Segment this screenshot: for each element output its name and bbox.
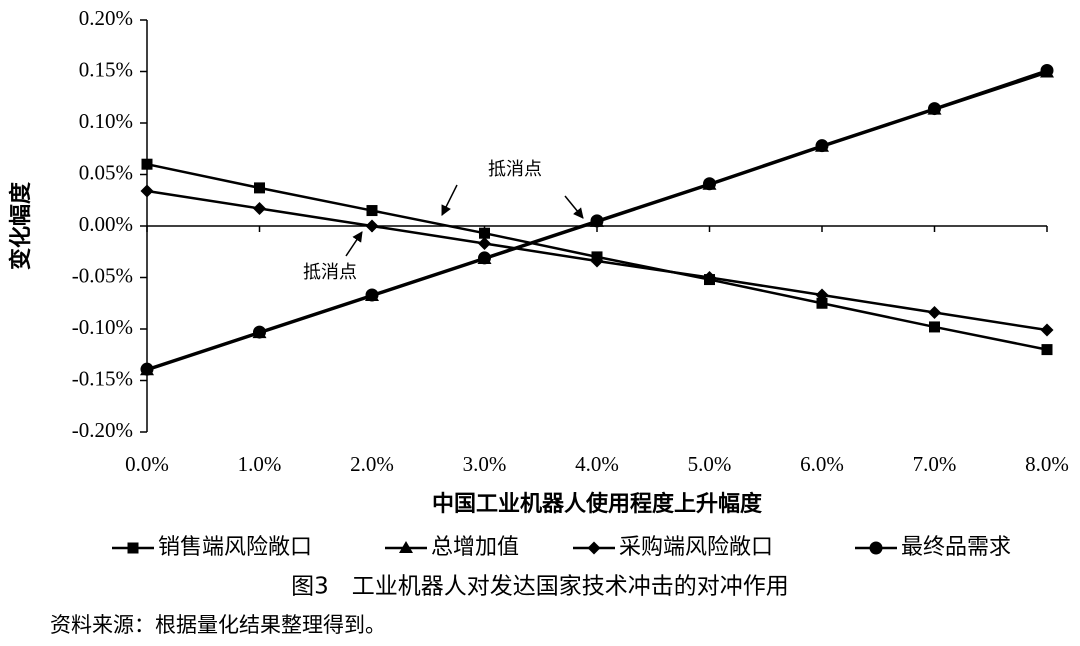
marker	[365, 288, 379, 302]
legend-label: 销售端风险敞口	[158, 535, 312, 560]
marker	[254, 182, 265, 194]
arrow	[564, 195, 584, 219]
legend-label: 最终品需求	[901, 535, 1011, 560]
marker	[140, 184, 154, 198]
marker	[253, 325, 266, 339]
marker	[815, 288, 829, 302]
y-tick-label: 0.15%	[79, 57, 133, 81]
marker	[140, 362, 154, 376]
y-tick-label: -0.05%	[72, 263, 133, 287]
marker	[869, 541, 883, 555]
marker	[703, 177, 716, 191]
x-axis-title: 中国工业机器人使用程度上升幅度	[432, 491, 763, 517]
marker	[127, 542, 139, 554]
y-tick-label: -0.10%	[72, 315, 133, 339]
marker	[478, 251, 491, 265]
legend-label: 采购端风险敞口	[619, 535, 773, 560]
x-tick-label: 8.0%	[1025, 452, 1069, 476]
x-tick-label: 2.0%	[350, 452, 394, 476]
marker	[365, 219, 379, 233]
x-tick-label: 3.0%	[463, 452, 507, 476]
y-tick-label: 0.10%	[79, 109, 133, 133]
y-tick-label: 0.00%	[79, 212, 133, 236]
marker	[399, 541, 413, 553]
marker	[590, 254, 604, 268]
marker	[590, 214, 604, 228]
marker	[253, 201, 266, 215]
y-tick-label: 0.20%	[79, 6, 133, 30]
marker	[928, 102, 941, 116]
x-tick-label: 6.0%	[800, 452, 844, 476]
marker	[816, 297, 828, 309]
y-axis-title: 变化幅度	[8, 181, 34, 270]
arrow	[345, 231, 363, 257]
marker	[587, 541, 601, 555]
annotation: 抵消点	[303, 262, 357, 283]
marker	[928, 306, 941, 320]
y-tick-label: -0.15%	[72, 366, 133, 390]
y-tick-label: -0.20%	[72, 418, 133, 442]
annotation: 抵消点	[488, 159, 542, 180]
x-tick-label: 7.0%	[913, 452, 957, 476]
marker	[1041, 344, 1053, 356]
legend-label: 总增加值	[431, 535, 519, 560]
y-tick-label: 0.05%	[79, 160, 133, 184]
source: 资料来源：根据量化结果整理得到。	[50, 613, 386, 637]
x-tick-label: 1.0%	[238, 452, 282, 476]
marker	[703, 271, 716, 284]
arrow	[441, 184, 458, 216]
x-tick-label: 0.0%	[125, 452, 169, 476]
marker	[815, 139, 829, 153]
marker	[1040, 63, 1054, 77]
caption: 图3 工业机器人对发达国家技术冲击的对冲作用	[291, 574, 789, 600]
marker	[479, 227, 490, 239]
marker	[141, 158, 153, 170]
marker	[1040, 323, 1054, 337]
x-tick-label: 4.0%	[575, 452, 619, 476]
marker	[929, 321, 940, 333]
marker	[478, 237, 491, 251]
x-tick-label: 5.0%	[688, 452, 732, 476]
marker	[366, 205, 378, 217]
